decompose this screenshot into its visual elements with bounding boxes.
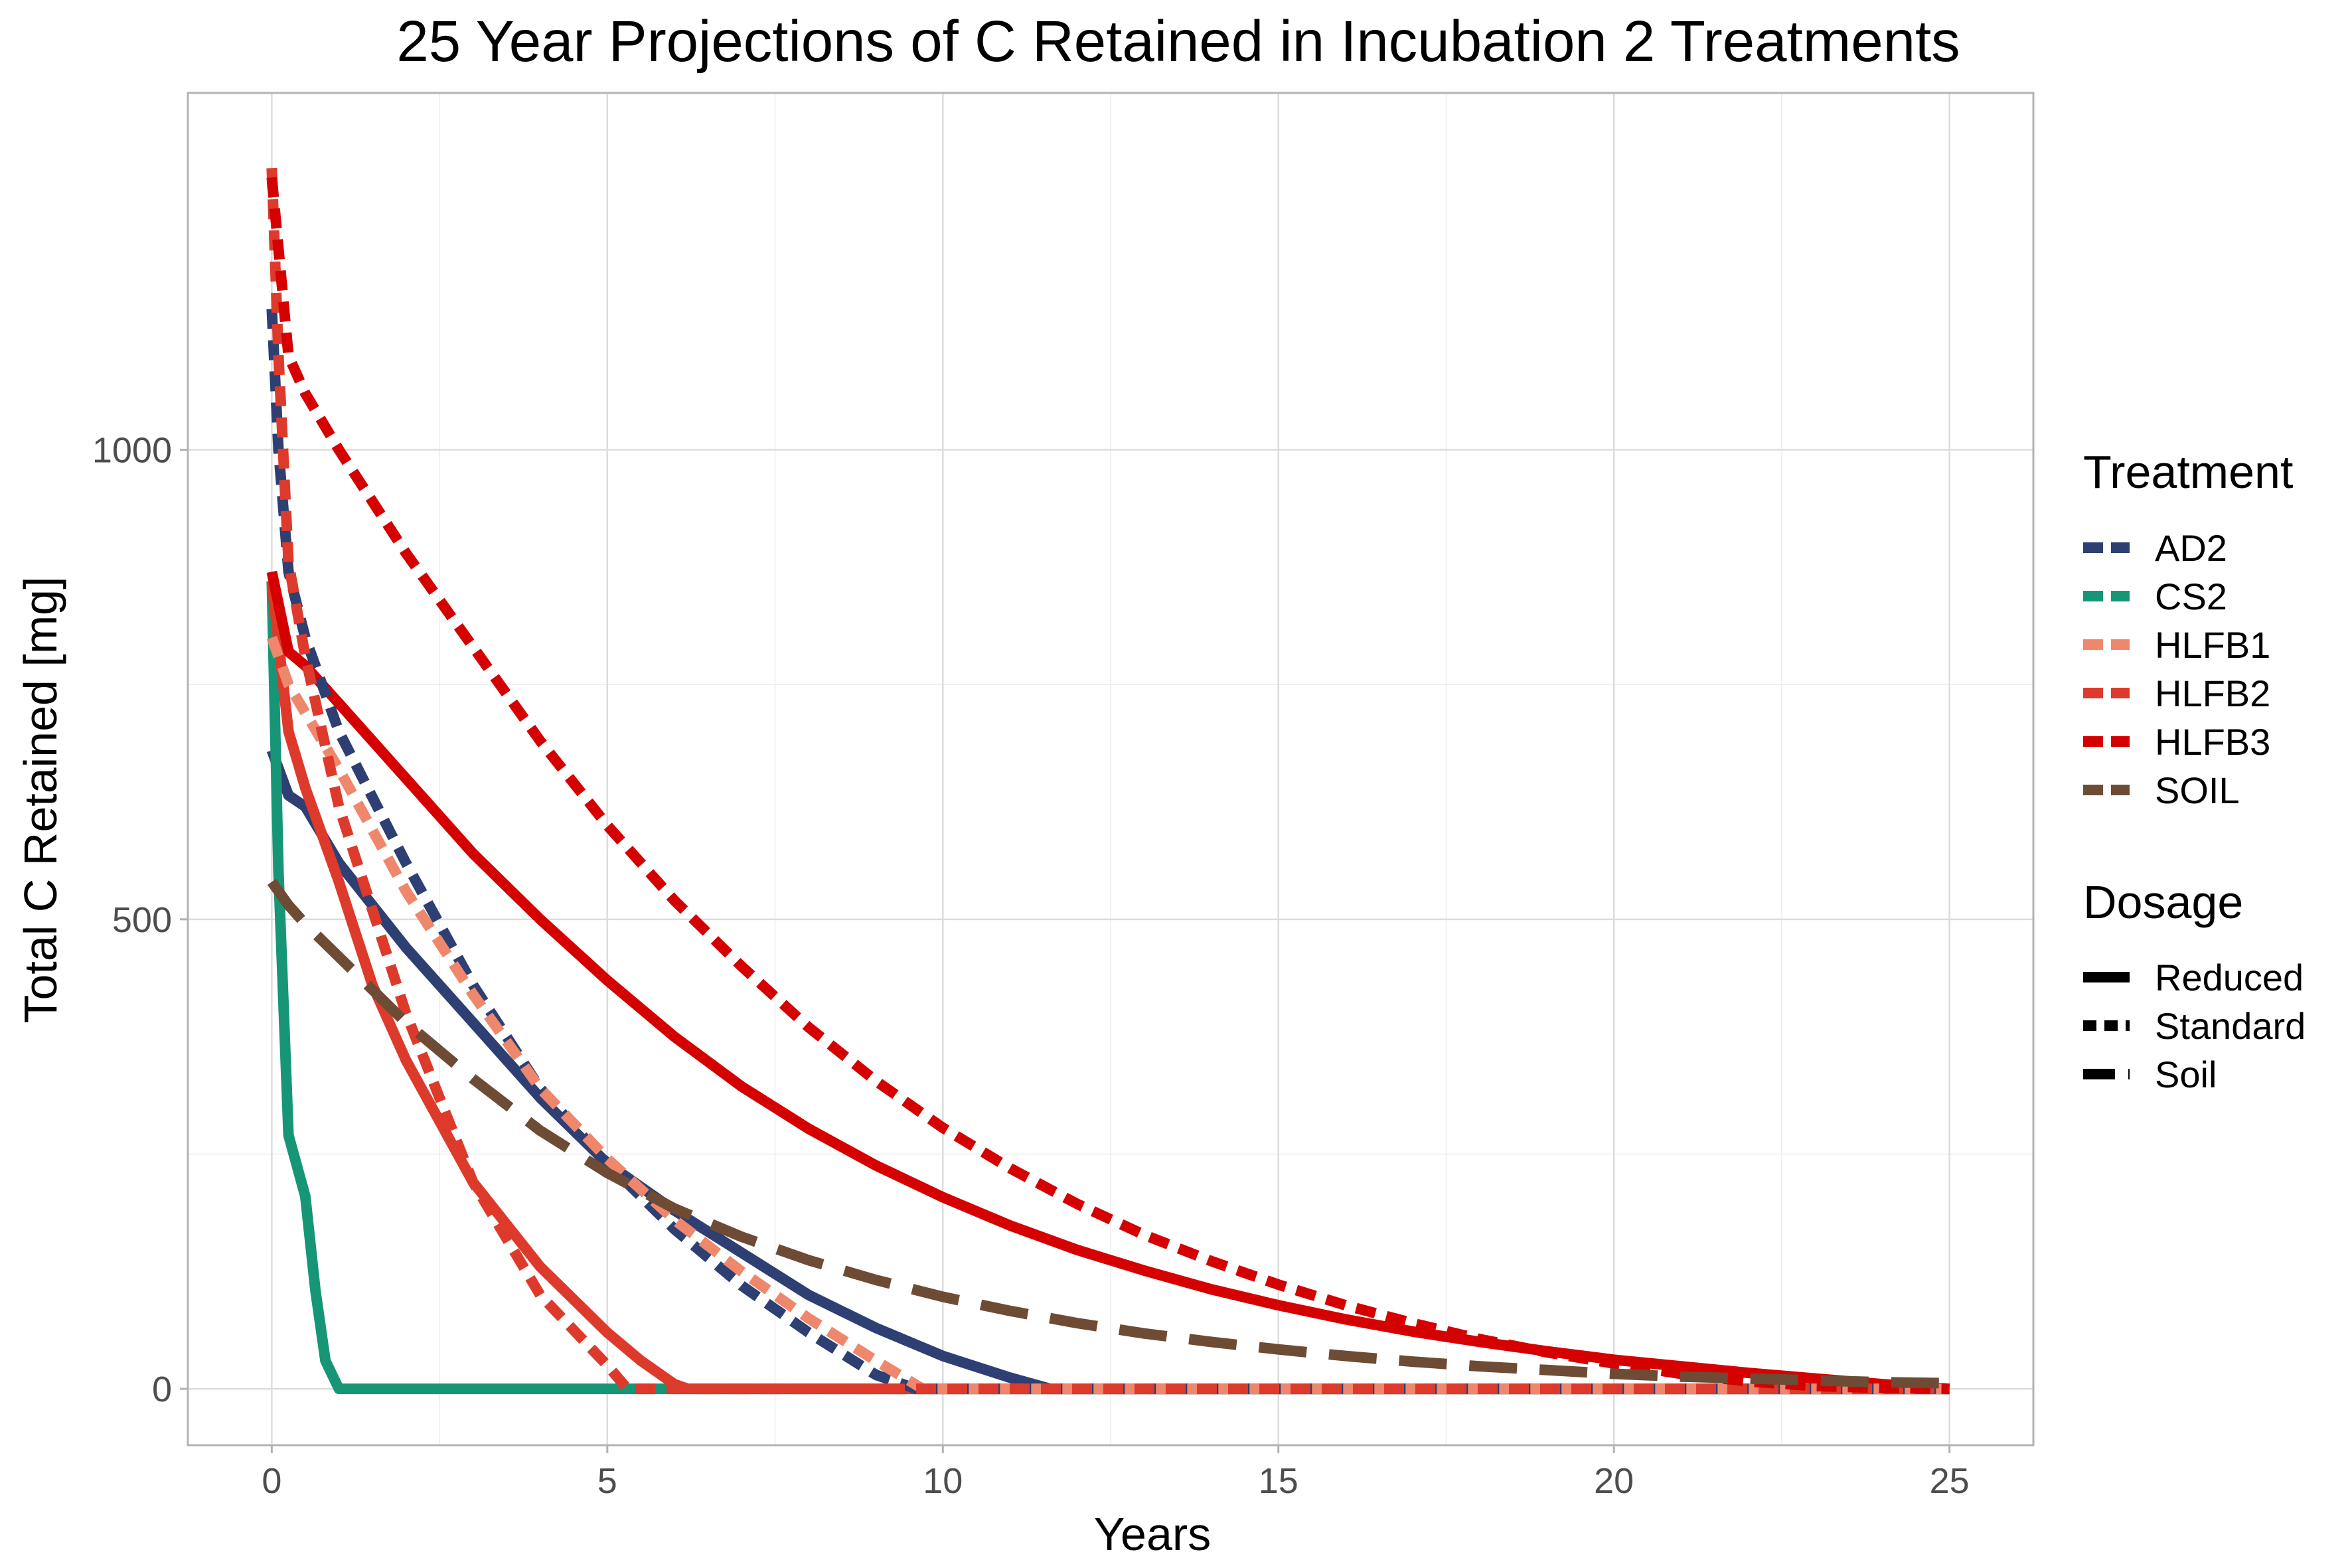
- chart-title: 25 Year Projections of C Retained in Inc…: [396, 9, 1960, 74]
- legend-treatment-entries: AD2 CS2 HLFB1 HLFB2 HLFB3 SOIL: [2083, 527, 2270, 811]
- legend: Treatment AD2 CS2 HLFB1 HLFB2 HLFB3 SOIL Dosa…: [2083, 446, 2306, 1095]
- x-tick-label: 10: [923, 1461, 963, 1501]
- series-line-cs2-reduced: [266, 581, 1950, 1395]
- panel-border: [187, 92, 2035, 1447]
- legend-label-hlfb1: HLFB1: [2155, 624, 2270, 666]
- legend-label-hlfb2: HLFB2: [2155, 672, 2270, 714]
- y-tick-label: 500: [112, 900, 172, 940]
- y-tick-label: 1000: [92, 431, 172, 471]
- x-tick-label: 0: [262, 1461, 281, 1501]
- series-line-hlfb2-standard: [266, 167, 1950, 1395]
- legend-label-cs2: CS2: [2155, 576, 2227, 617]
- x-tick-label: 5: [597, 1461, 617, 1501]
- legend-label-ad2: AD2: [2155, 527, 2227, 569]
- legend-label-soil: Soil: [2155, 1054, 2217, 1095]
- legend-label-soil: SOIL: [2155, 769, 2240, 811]
- y-axis-title: Total C Retained [mg]: [15, 576, 66, 1023]
- x-tick-label: 15: [1259, 1461, 1298, 1501]
- y-axis: 0 500 1000: [92, 431, 188, 1409]
- legend-dosage-entries: Reduced Standard Soil: [2083, 957, 2306, 1095]
- legend-title-treatment: Treatment: [2083, 446, 2293, 498]
- legend-label-standard: Standard: [2155, 1005, 2306, 1047]
- series-line-hlfb3-standard: [266, 177, 1950, 1395]
- x-tick-label: 20: [1594, 1461, 1634, 1501]
- y-tick-label: 0: [152, 1370, 172, 1409]
- plot-panel: [187, 92, 2035, 1447]
- legend-title-dosage: Dosage: [2083, 876, 2243, 928]
- series-line-ad2-standard: [266, 309, 1950, 1395]
- x-tick-label: 25: [1930, 1461, 1970, 1501]
- x-axis: 0 5 10 15 20 25: [262, 1445, 1970, 1501]
- legend-label-hlfb3: HLFB3: [2155, 721, 2270, 763]
- legend-label-reduced: Reduced: [2155, 957, 2304, 998]
- series-line-soil-soil: [267, 878, 1950, 1389]
- x-axis-title: Years: [1094, 1508, 1211, 1560]
- series-line-hlfb1-standard: [266, 635, 1950, 1395]
- series-line-hlfb3-reduced: [266, 570, 1950, 1395]
